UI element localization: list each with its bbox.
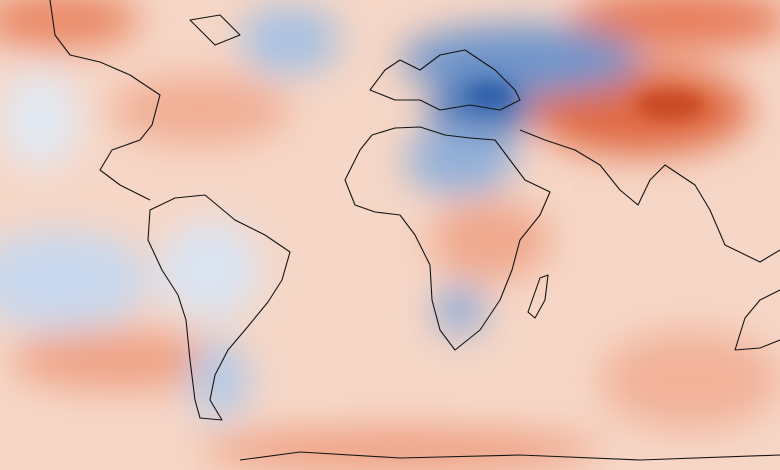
australia-coast	[734, 289, 780, 351]
warm-area	[430, 200, 550, 280]
greenland-coast	[189, 14, 241, 46]
anomaly-detail	[468, 83, 705, 120]
warm-area	[0, 0, 140, 50]
antarctica-coast	[239, 451, 780, 461]
cool-core	[468, 83, 512, 107]
warm-area	[600, 330, 780, 430]
warm-area	[10, 330, 230, 390]
north-america-coast	[49, 0, 161, 201]
warm-core	[635, 90, 705, 120]
coastlines	[49, 0, 780, 461]
warm-area	[200, 430, 600, 470]
warm-area	[110, 75, 290, 145]
madagascar-coast	[527, 274, 549, 319]
cool-area	[0, 230, 150, 330]
cool-area	[0, 70, 80, 170]
cool-area	[240, 5, 340, 75]
cool-area	[400, 25, 640, 95]
cool-area	[160, 220, 260, 320]
asia-coast	[519, 129, 780, 263]
cool-area	[190, 340, 250, 420]
south-america-coast	[147, 194, 291, 421]
cool-area	[435, 285, 485, 335]
africa-coast	[344, 126, 551, 351]
cool-area	[405, 125, 515, 195]
europe-coast	[369, 49, 521, 111]
warm-area	[570, 0, 780, 50]
